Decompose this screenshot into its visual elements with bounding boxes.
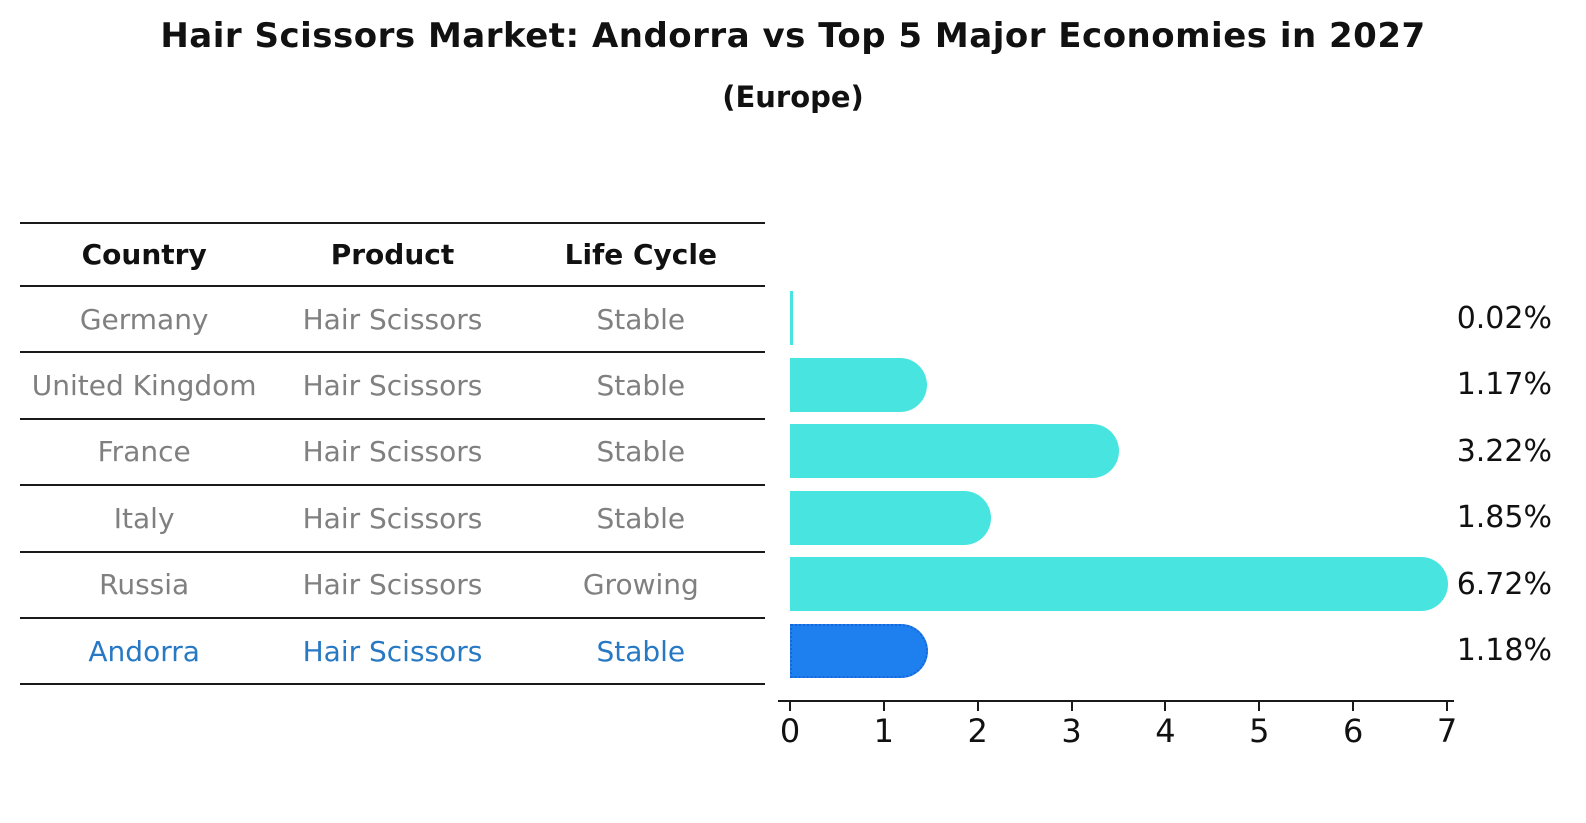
table-row-united-kingdom: United Kingdom Hair Scissors Stable [20, 353, 765, 420]
x-tick-label: 0 [779, 712, 801, 750]
bar-germany [790, 291, 793, 345]
tick-mark [976, 702, 979, 711]
cell-product: Hair Scissors [302, 501, 483, 535]
bar-row [790, 551, 1448, 618]
value-label-andorra: 1.18% [1456, 633, 1552, 669]
x-axis-ticks: 0 1 2 3 4 5 6 7 [780, 702, 1457, 752]
value-label-russia: 6.72% [1456, 566, 1552, 602]
cell-product: Hair Scissors [302, 369, 483, 403]
col-header-life-cycle: Life Cycle [564, 238, 717, 271]
value-label-italy: 1.85% [1456, 500, 1552, 536]
table-row-russia: Russia Hair Scissors Growing [20, 553, 765, 619]
x-axis-line [778, 700, 1454, 702]
cell-life-cycle: Growing [582, 568, 699, 602]
tick-mark [1352, 702, 1355, 711]
cell-product: Hair Scissors [302, 435, 483, 469]
bar-row [790, 485, 1447, 552]
bar-row [790, 618, 1447, 685]
cell-life-cycle: Stable [596, 501, 686, 535]
x-tick-label: 6 [1342, 712, 1364, 750]
cell-life-cycle: Stable [596, 302, 686, 336]
tick-mark [1258, 702, 1261, 711]
value-label-united-kingdom: 1.17% [1456, 367, 1552, 403]
cell-country: Russia [99, 568, 190, 602]
col-header-country: Country [81, 238, 207, 271]
x-tick-label: 2 [967, 712, 988, 750]
cell-country: France [97, 435, 191, 469]
x-tick-label: 3 [1061, 712, 1082, 750]
bar-united-kingdom [790, 357, 927, 412]
bar-italy [790, 490, 991, 545]
tick-mark [1164, 702, 1167, 711]
cell-product: Hair Scissors [302, 302, 483, 336]
x-tick-label: 1 [873, 712, 895, 750]
cell-country: Germany [79, 302, 209, 336]
table-row-italy: Italy Hair Scissors Stable [20, 486, 765, 553]
table-row-france: France Hair Scissors Stable [20, 420, 765, 487]
value-labels: 0.02% 1.17% 3.22% 1.85% 6.72% 1.18% [1400, 285, 1552, 684]
cell-country: United Kingdom [31, 369, 257, 403]
tick-mark [882, 702, 885, 711]
table-row-germany: Germany Hair Scissors Stable [20, 287, 765, 354]
value-label-germany: 0.02% [1456, 300, 1552, 336]
bar-row [790, 285, 1447, 352]
value-label-france: 3.22% [1456, 433, 1552, 469]
page-title: Hair Scissors Market: Andorra vs Top 5 M… [160, 16, 1426, 56]
tick-mark [1446, 702, 1448, 711]
x-tick-label: 7 [1436, 712, 1458, 750]
cell-country: Italy [113, 501, 175, 535]
page-subtitle: (Europe) [722, 80, 864, 114]
table-header-row: Country Product Life Cycle [20, 224, 765, 287]
bar-plot [790, 285, 1448, 685]
cell-life-cycle: Stable [596, 435, 686, 469]
bar-row [790, 418, 1447, 485]
cell-country: Andorra [88, 634, 200, 668]
x-tick-label: 4 [1155, 712, 1176, 750]
tick-mark [789, 702, 791, 711]
x-tick-label: 5 [1249, 712, 1270, 750]
cell-life-cycle: Stable [596, 369, 686, 403]
table-row-andorra: Andorra Hair Scissors Stable [20, 619, 765, 686]
col-header-product: Product [330, 238, 455, 271]
bar-row [790, 352, 1447, 419]
bar-russia [790, 557, 1448, 611]
cell-product: Hair Scissors [302, 568, 483, 602]
country-table: Country Product Life Cycle Germany Hair … [20, 222, 765, 686]
bar-france [790, 424, 1120, 478]
cell-product: Hair Scissors [302, 634, 483, 668]
cell-life-cycle: Stable [596, 634, 686, 668]
tick-mark [1070, 702, 1073, 711]
bar-andorra-highlighted [790, 623, 928, 678]
